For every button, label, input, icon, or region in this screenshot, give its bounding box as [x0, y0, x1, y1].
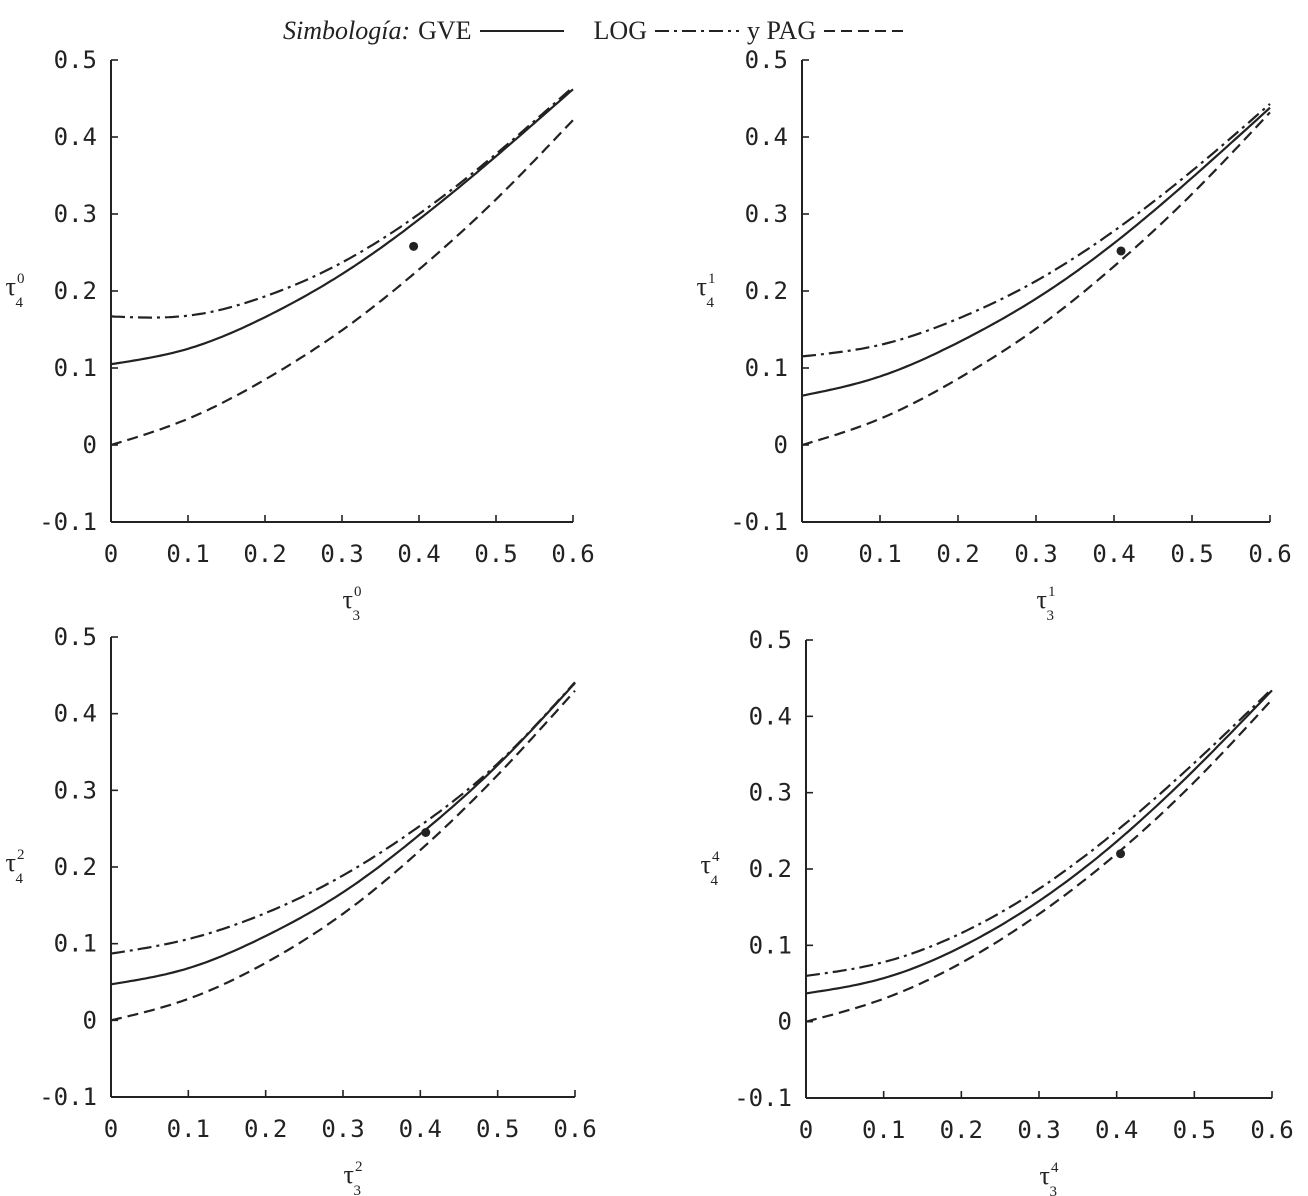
- panel-4: 0 0.1 0.2 0.3 0.4 0.5 0.6-0.100.10.20.30.40.5τ…: [701, 626, 1294, 1196]
- y-tick-label: 0.1: [54, 930, 97, 958]
- y-tick-label: 0.3: [749, 779, 792, 807]
- y-tick-label: 0.3: [745, 200, 788, 228]
- x-tick-label: 0.1: [862, 1116, 905, 1144]
- y-tick-label: 0.1: [54, 354, 97, 382]
- panel-1: 0 0.1 0.2 0.3 0.4 0.5 0.6-0.100.10.20.30.40.5τ…: [6, 46, 595, 624]
- y-tick-label: 0.4: [54, 700, 97, 728]
- y-tick-label: 0: [83, 431, 97, 459]
- y-tick-label: 0.2: [54, 853, 97, 881]
- x-tick-label: 0.2: [244, 1115, 287, 1143]
- data-point: [421, 828, 431, 837]
- y-tick-label: 0: [774, 431, 788, 459]
- y-axis-title: τ2 4: [6, 847, 25, 887]
- x-tick-label: 0.6: [1248, 540, 1291, 568]
- x-tick-label: 0.4: [399, 1115, 442, 1143]
- x-tick-label: 0.5: [474, 540, 517, 568]
- panel-2: 0 0.1 0.2 0.3 0.4 0.5 0.6-0.100.10.20.30.40.5τ…: [697, 46, 1292, 624]
- series-pag-line: [801, 111, 1271, 447]
- y-tick-label: 0.4: [54, 123, 97, 151]
- x-tick-label: 0: [104, 540, 118, 568]
- legend-label-log: LOG: [593, 16, 647, 45]
- y-tick-label: 0.2: [54, 277, 97, 305]
- x-tick-label: 0: [104, 1115, 118, 1143]
- y-tick-label: 0.2: [749, 855, 792, 883]
- y-tick-label: 0.1: [749, 931, 792, 959]
- x-tick-label: 0: [799, 1116, 813, 1144]
- y-axis-title: τ1 4: [697, 271, 716, 311]
- y-axis-title: τ0 4: [6, 271, 25, 311]
- series-gve-line: [801, 106, 1271, 397]
- x-tick-label: 0.2: [243, 540, 286, 568]
- x-axis-title: τ1 3: [1037, 584, 1056, 624]
- legend-label-pag: y PAG: [746, 16, 817, 45]
- y-axis-title: τ4 4: [701, 849, 720, 889]
- legend-swatch-dashdot: [654, 30, 739, 32]
- x-tick-label: 0.2: [936, 540, 979, 568]
- x-tick-label: 0.5: [1173, 1116, 1216, 1144]
- y-tick-label: -0.1: [39, 1083, 97, 1111]
- x-tick-label: 0.3: [1014, 540, 1057, 568]
- x-tick-label: 0.1: [858, 540, 901, 568]
- y-tick-label: 0.2: [745, 277, 788, 305]
- data-point: [1116, 849, 1126, 859]
- y-tick-label: 0.3: [54, 200, 97, 228]
- x-tick-label: 0.1: [166, 540, 209, 568]
- x-axis-title: τ4 3: [1040, 1160, 1059, 1196]
- data-point: [409, 241, 419, 251]
- legend-lead: Simbología:: [283, 16, 411, 45]
- x-tick-label: 0.4: [1092, 540, 1135, 568]
- y-tick-label: 0: [83, 1006, 97, 1034]
- series-gve-line: [805, 689, 1273, 995]
- series-pag-line: [805, 698, 1273, 1023]
- y-tick-label: 0: [778, 1008, 792, 1036]
- series-log-line: [110, 681, 576, 955]
- y-tick-label: 0.3: [54, 776, 97, 804]
- x-tick-label: 0.3: [320, 540, 363, 568]
- x-tick-label: 0.3: [321, 1115, 364, 1143]
- x-tick-label: 0.6: [1250, 1116, 1293, 1144]
- series-gve-line: [110, 88, 574, 366]
- y-tick-label: 0.1: [745, 354, 788, 382]
- x-tick-label: 0.4: [397, 540, 440, 568]
- y-tick-label: 0.5: [745, 46, 788, 74]
- x-tick-label: 0.1: [167, 1115, 210, 1143]
- y-tick-label: 0.5: [54, 46, 97, 74]
- x-tick-label: 0.5: [476, 1115, 519, 1143]
- y-tick-label: 0.5: [749, 626, 792, 654]
- y-tick-label: 0.5: [54, 623, 97, 651]
- legend-label-gve: GVE: [418, 16, 472, 45]
- series-gve-line: [110, 682, 576, 986]
- series-log-line: [110, 86, 574, 319]
- y-tick-label: 0.4: [749, 702, 792, 730]
- x-tick-label: 0.5: [1170, 540, 1213, 568]
- y-tick-label: 0.4: [745, 123, 788, 151]
- legend-swatch-solid: [479, 30, 564, 32]
- legend: Simbología: GVE LOG y PAG: [283, 14, 909, 48]
- series-pag-line: [110, 689, 576, 1022]
- y-tick-label: -0.1: [734, 1084, 792, 1112]
- x-axis-title: τ0 3: [343, 584, 362, 624]
- x-tick-label: 0.4: [1095, 1116, 1138, 1144]
- x-axis-title: τ2 3: [344, 1159, 363, 1196]
- x-tick-label: 0.2: [940, 1116, 983, 1144]
- data-point: [1116, 246, 1126, 256]
- y-tick-label: -0.1: [730, 508, 788, 536]
- legend-swatch-dashed: [824, 30, 909, 32]
- series-log-line: [805, 688, 1273, 977]
- x-tick-label: 0.3: [1017, 1116, 1060, 1144]
- x-tick-label: 0.6: [553, 1115, 596, 1143]
- panel-3: 0 0.1 0.2 0.3 0.4 0.5 0.6-0.100.10.20.30.40.5τ…: [6, 623, 597, 1196]
- series-pag-line: [110, 119, 574, 447]
- y-tick-label: -0.1: [39, 508, 97, 536]
- x-tick-label: 0.6: [551, 540, 594, 568]
- series-log-line: [801, 103, 1271, 358]
- x-tick-label: 0: [795, 540, 809, 568]
